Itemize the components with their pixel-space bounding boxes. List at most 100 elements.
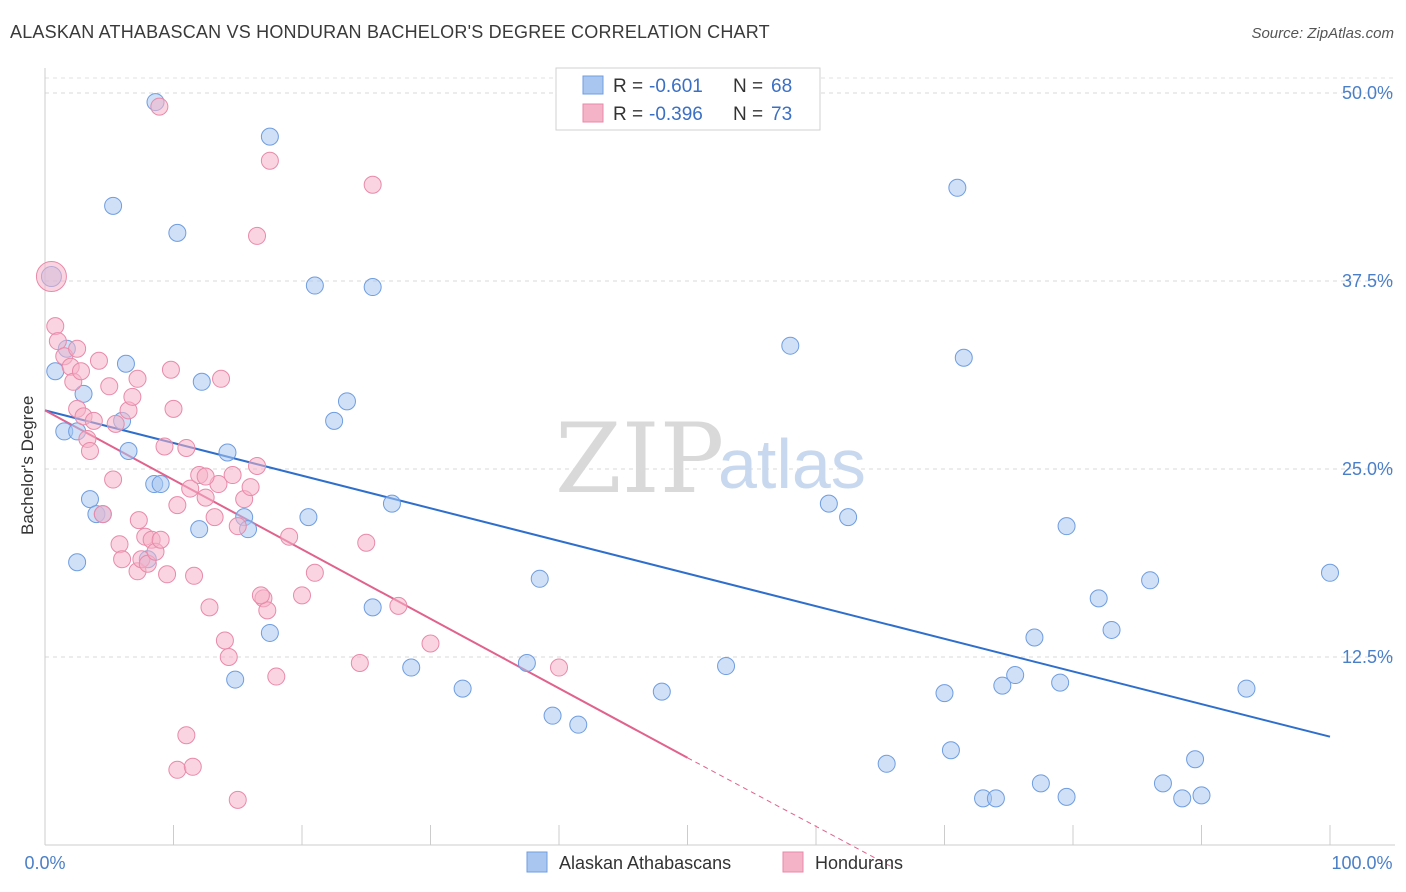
trend-line-honduran <box>44 409 688 759</box>
athabascan-point <box>1051 673 1070 692</box>
axes <box>44 68 1395 846</box>
legend-swatch-honduran <box>582 103 604 123</box>
watermark-atlas: atlas <box>718 425 866 503</box>
honduran-point <box>357 533 376 552</box>
honduran-point <box>215 631 234 650</box>
y-axis-title: Bachelor's Degree <box>18 396 37 535</box>
y-tick-label: 37.5% <box>1342 271 1393 291</box>
honduran-point <box>164 399 183 418</box>
athabascan-point <box>299 508 318 527</box>
honduran-point <box>161 360 180 379</box>
honduran-point <box>421 634 440 653</box>
athabascan-point <box>382 494 401 513</box>
honduran-point <box>550 658 568 677</box>
honduran-point <box>267 667 286 686</box>
athabascan-point <box>941 741 960 760</box>
honduran-point <box>177 438 196 457</box>
x-tick-label: 100.0% <box>1331 853 1392 873</box>
honduran-point <box>248 226 267 245</box>
athabascan-point <box>1057 517 1076 536</box>
athabascan-point <box>1321 563 1339 582</box>
legend-n-label: N = <box>733 76 763 97</box>
athabascan-point <box>877 754 896 773</box>
athabascan-point <box>1006 666 1025 685</box>
honduran-point <box>158 565 177 584</box>
legend-top: R = -0.601 N = 68 R = -0.396 N = 73 <box>555 67 821 131</box>
athabascan-point <box>260 127 279 146</box>
athabascan-point <box>337 392 356 411</box>
athabascan-point <box>168 223 187 242</box>
athabascan-point <box>305 276 324 295</box>
athabascan-point <box>116 354 135 373</box>
legend-r-label: R = <box>613 104 643 125</box>
athabascan-point <box>80 490 99 509</box>
honduran-point <box>228 790 247 809</box>
honduran-point <box>150 97 169 116</box>
legend-r-value: -0.601 <box>649 76 703 97</box>
legend-n-value: 73 <box>771 104 792 125</box>
athabascan-point <box>1089 589 1108 608</box>
legend-r-value: -0.396 <box>649 104 703 125</box>
honduran-point <box>128 369 147 388</box>
athabascan-point <box>954 348 973 367</box>
legend-n-value: 68 <box>771 76 792 97</box>
athabascan-point <box>1153 774 1172 793</box>
honduran-point <box>260 151 279 170</box>
athabascan-point <box>1025 628 1044 647</box>
athabascan-point <box>839 508 858 527</box>
athabascan-point <box>569 715 588 734</box>
honduran-point <box>293 586 311 605</box>
honduran-point <box>241 478 260 497</box>
honduran-point <box>168 760 187 779</box>
athabascan-point <box>935 684 954 703</box>
legend-bottom: Alaskan Athabascans Hondurans <box>526 851 903 873</box>
athabascan-point <box>1141 571 1160 590</box>
honduran-point <box>205 508 224 527</box>
honduran-point <box>181 479 200 498</box>
legend-n-label: N = <box>733 104 763 125</box>
source-label: Source: ZipAtlas.com <box>1251 25 1394 42</box>
honduran-point <box>129 511 148 530</box>
honduran-point <box>89 351 108 370</box>
athabascan-point <box>948 178 967 197</box>
athabascan-point <box>226 670 245 689</box>
legend-swatch-athabascan <box>526 851 548 873</box>
athabascan-point <box>781 336 800 355</box>
athabascan-point <box>260 623 279 642</box>
athabascan-point <box>190 520 209 539</box>
grid-lines <box>45 77 1395 658</box>
series-honduran-points <box>35 97 568 809</box>
athabascan-point <box>1102 620 1121 639</box>
honduran-point <box>104 470 123 489</box>
honduran-point <box>100 377 119 396</box>
honduran-point <box>363 175 382 194</box>
legend-swatch-athabascan <box>582 75 604 95</box>
athabascan-point <box>325 411 344 430</box>
honduran-point <box>183 757 202 776</box>
legend-label-honduran: Hondurans <box>815 853 903 873</box>
y-tick-label: 25.0% <box>1342 459 1393 479</box>
honduran-point <box>177 726 196 745</box>
honduran-point <box>258 601 277 620</box>
athabascan-point <box>151 475 170 494</box>
athabascan-point <box>74 384 93 403</box>
tick-labels: 12.5% 25.0% 37.5% 50.0% 0.0% 100.0% <box>24 83 1393 873</box>
athabascan-point <box>652 682 671 701</box>
y-tick-label: 12.5% <box>1342 647 1393 667</box>
watermark-zip: ZIP <box>555 403 724 515</box>
athabascan-point <box>986 789 1005 808</box>
honduran-point <box>48 332 67 351</box>
honduran-point <box>305 563 324 582</box>
athabascan-point <box>819 494 838 513</box>
honduran-point <box>84 411 103 430</box>
watermark: ZIP atlas <box>555 403 866 515</box>
legend-swatch-honduran <box>782 851 804 873</box>
honduran-point <box>200 598 219 617</box>
athabascan-point <box>1237 679 1256 698</box>
honduran-point <box>251 586 270 605</box>
athabascan-point <box>993 676 1012 695</box>
trend-line-honduran-extension <box>687 757 894 868</box>
honduran-point <box>228 517 247 536</box>
athabascan-point <box>1186 750 1205 769</box>
